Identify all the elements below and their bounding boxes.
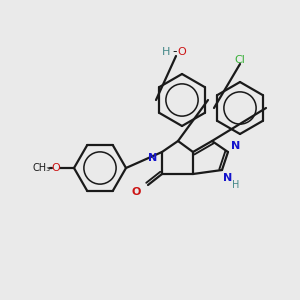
Text: CH₃: CH₃ [33, 163, 51, 173]
Text: -: - [173, 46, 177, 59]
Text: N: N [224, 173, 232, 183]
Text: N: N [231, 141, 241, 151]
Text: O: O [131, 187, 141, 197]
Text: Cl: Cl [235, 55, 245, 65]
Text: O: O [52, 163, 60, 173]
Text: N: N [148, 153, 158, 163]
Text: H: H [162, 47, 170, 57]
Text: O: O [178, 47, 186, 57]
Text: H: H [232, 180, 240, 190]
